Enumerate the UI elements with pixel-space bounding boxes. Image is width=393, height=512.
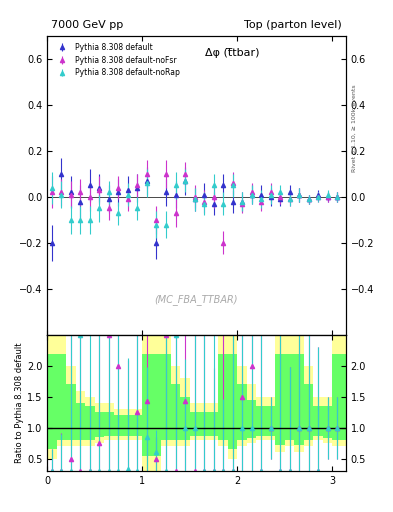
Text: Top (parton level): Top (parton level) <box>244 20 342 31</box>
Y-axis label: Ratio to Pythia 8.308 default: Ratio to Pythia 8.308 default <box>15 343 24 463</box>
Text: Rivet 3.1.10, ≥ 100k events: Rivet 3.1.10, ≥ 100k events <box>352 84 357 172</box>
Legend: Pythia 8.308 default, Pythia 8.308 default-noFsr, Pythia 8.308 default-noRap: Pythia 8.308 default, Pythia 8.308 defau… <box>51 39 184 80</box>
Text: Δφ (t̅tbar): Δφ (t̅tbar) <box>205 48 260 58</box>
Text: (MC_FBA_TTBAR): (MC_FBA_TTBAR) <box>155 294 238 305</box>
Text: 7000 GeV pp: 7000 GeV pp <box>51 20 123 31</box>
